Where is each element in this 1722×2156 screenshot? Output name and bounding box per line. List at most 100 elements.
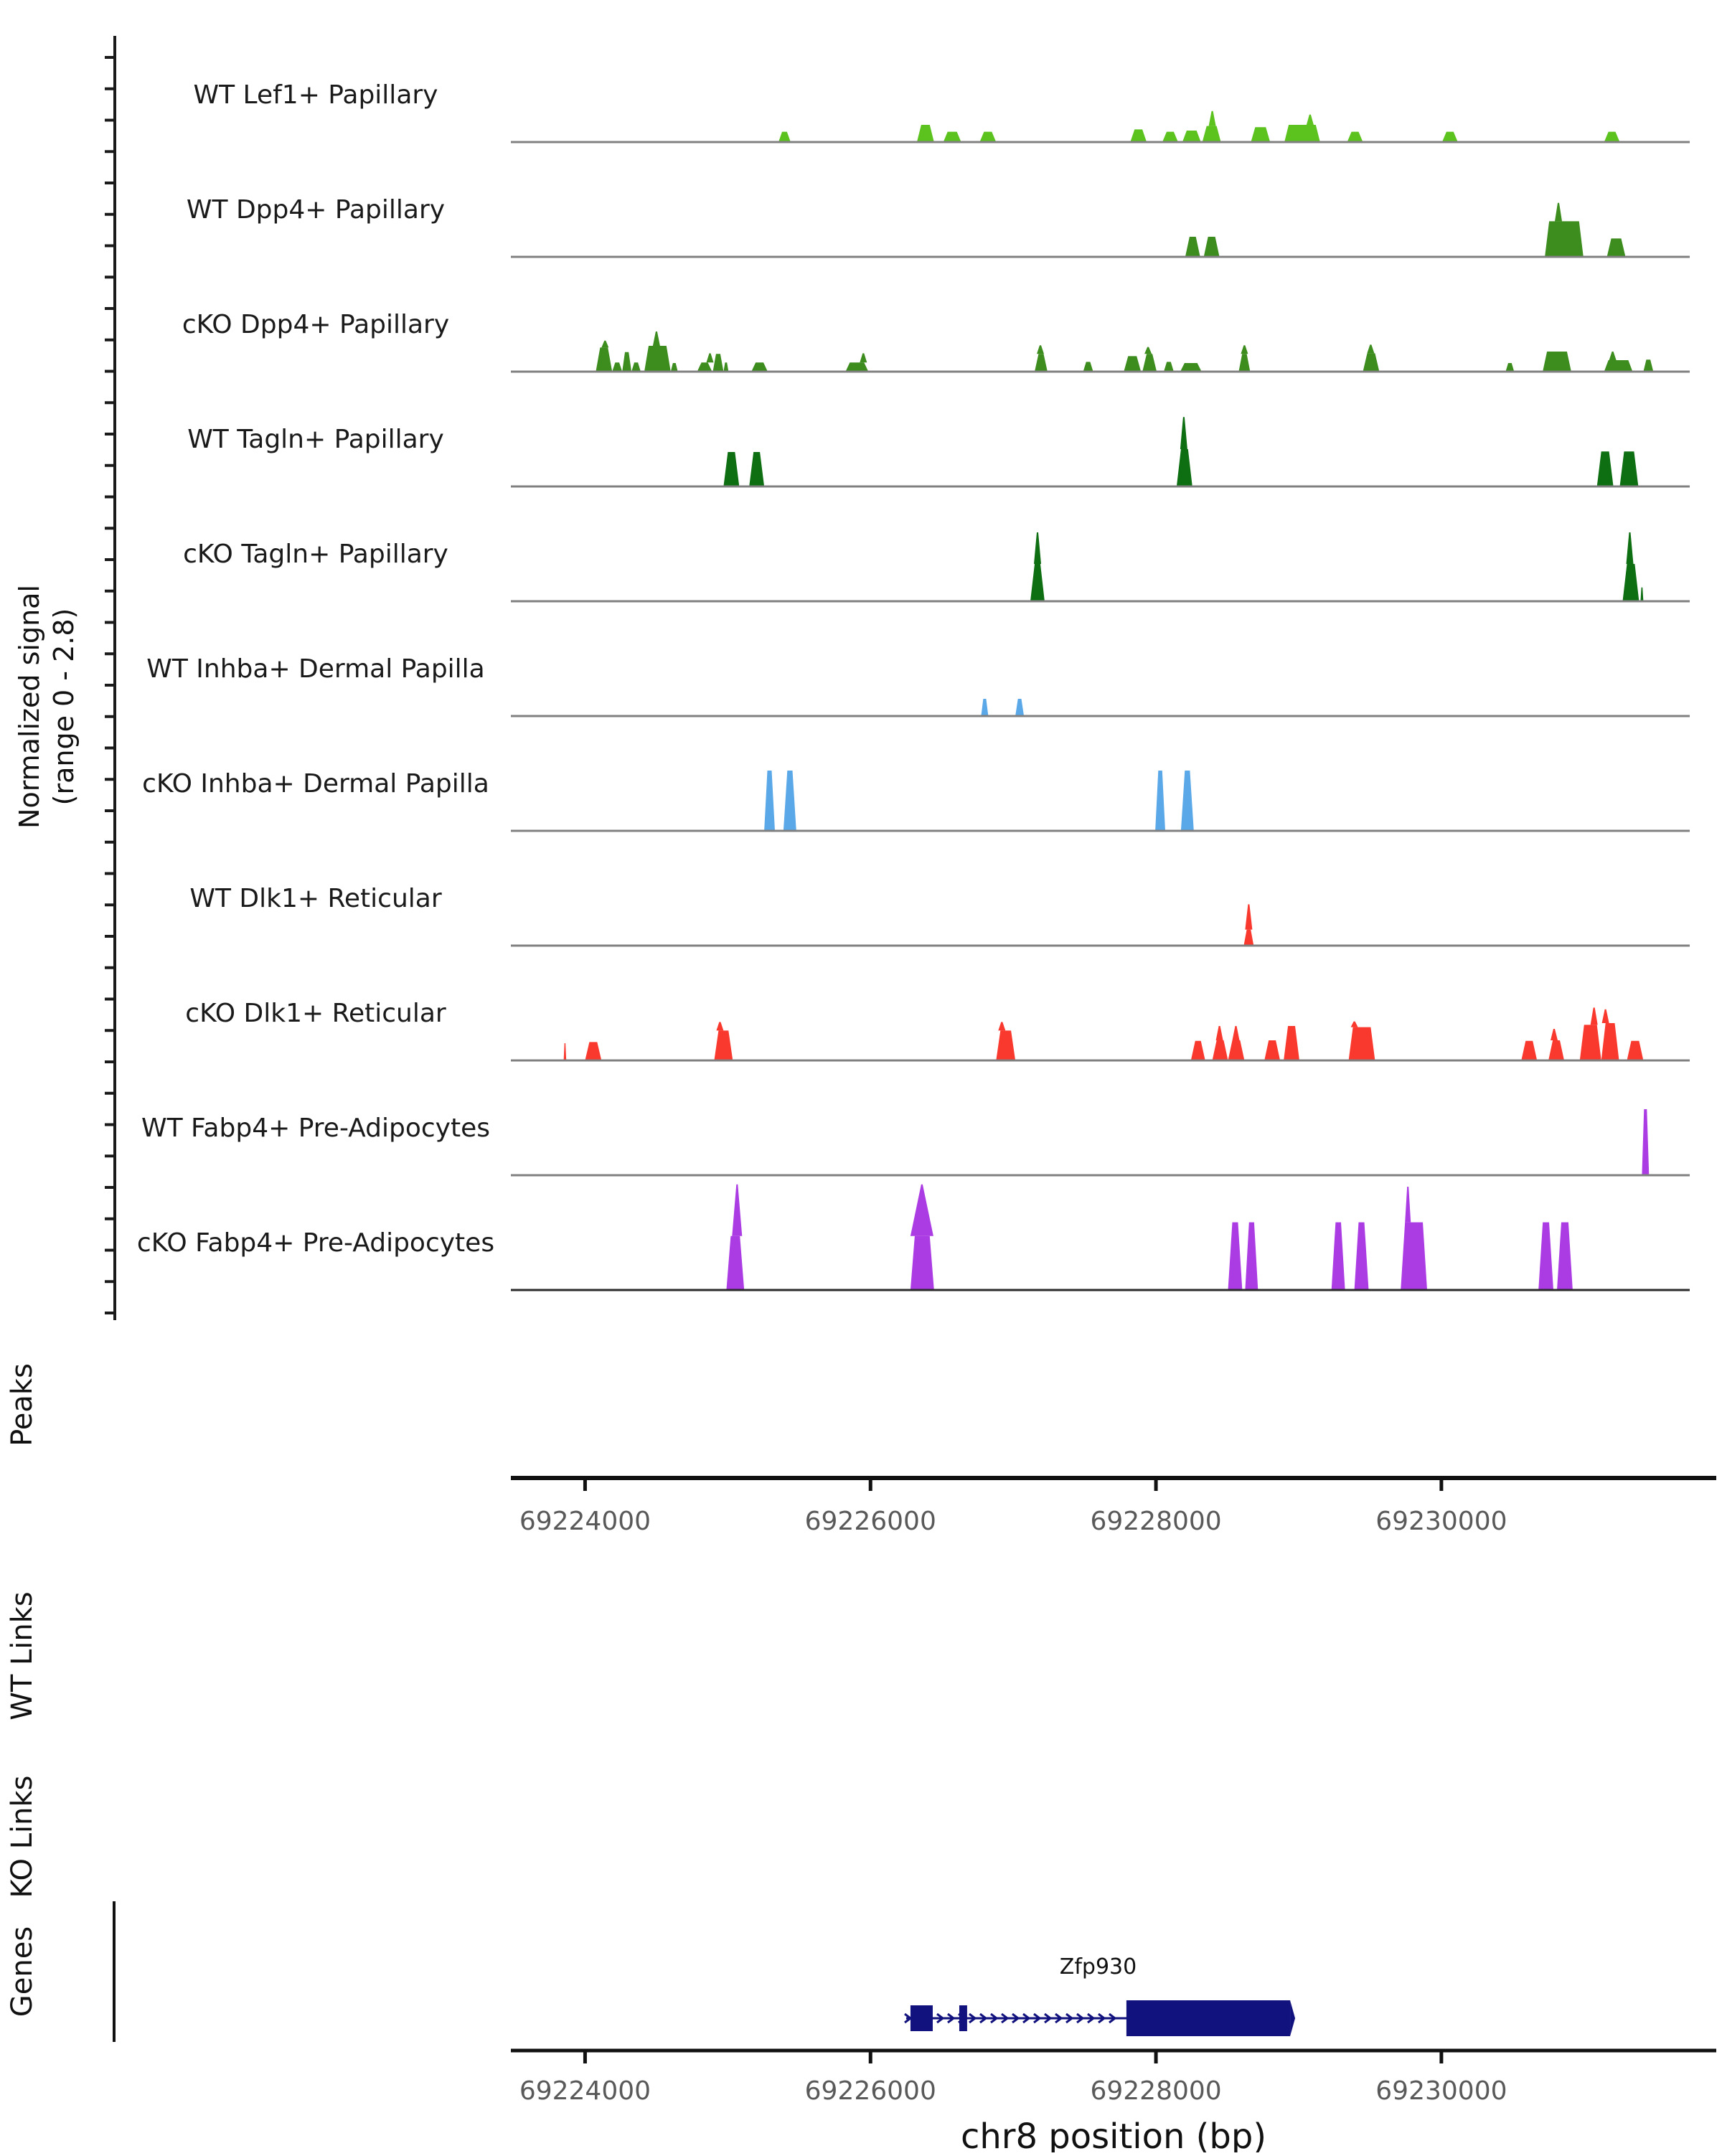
coverage-peak bbox=[1203, 237, 1220, 257]
coverage-peak bbox=[1180, 771, 1194, 831]
peaks-axis: 69224000 69226000 69228000 69230000 bbox=[511, 1476, 1716, 1536]
coverage-peak bbox=[1354, 1222, 1369, 1290]
y-axis-label-line1: Normalized signal bbox=[14, 585, 45, 829]
section-label-ko-links: KO Links bbox=[6, 1776, 39, 1898]
coverage-peak bbox=[1521, 1040, 1538, 1060]
strand-arrow-icon bbox=[1087, 2013, 1096, 2024]
coverage-peak bbox=[612, 362, 623, 372]
coverage-peak bbox=[1228, 1040, 1245, 1060]
coverage-peak bbox=[714, 1030, 733, 1060]
coverage-peak bbox=[1212, 1040, 1228, 1060]
coverage-peak bbox=[981, 699, 989, 716]
coverage-peak bbox=[1180, 363, 1202, 372]
coverage-peak bbox=[1130, 129, 1147, 142]
coverage-peak bbox=[1182, 131, 1201, 142]
coverage-peak-spike bbox=[1037, 345, 1044, 354]
coverage-peak-spike bbox=[860, 353, 867, 363]
strand-arrow-icon bbox=[1022, 2013, 1031, 2024]
coverage-peak bbox=[1548, 1040, 1564, 1060]
coverage-peak-spike bbox=[1405, 1187, 1411, 1223]
coverage-peak bbox=[596, 347, 613, 372]
x-axis-title: chr8 position (bp) bbox=[961, 2117, 1266, 2152]
coverage-peak bbox=[1124, 356, 1142, 372]
coverage-peak bbox=[1347, 131, 1363, 142]
signal-track: WT Lef1+ Papillary bbox=[194, 80, 1690, 143]
coverage-peak bbox=[1331, 1222, 1345, 1290]
coverage-peak-spike bbox=[1232, 1026, 1240, 1040]
coverage-peak bbox=[1190, 1040, 1205, 1060]
signal-y-axis: Normalized signal (range 0 - 2.8) bbox=[14, 36, 116, 1320]
strand-arrow-icon bbox=[1044, 2013, 1053, 2024]
coverage-peak bbox=[1622, 564, 1639, 601]
track-label: WT Lef1+ Papillary bbox=[194, 80, 438, 110]
strand-arrow-icon bbox=[1076, 2013, 1085, 2024]
strand-arrow-icon bbox=[1012, 2013, 1020, 2024]
x-axis-tick-label: 69228000 bbox=[1090, 1507, 1221, 1536]
strand-arrow-icon bbox=[1055, 2013, 1063, 2024]
signal-track: cKO Tagln+ Papillary bbox=[183, 532, 1690, 603]
coverage-peak-spike bbox=[1144, 347, 1152, 354]
strand-arrow-icon bbox=[1098, 2013, 1106, 2024]
x-axis-tick-label: 69230000 bbox=[1375, 1507, 1507, 1536]
signal-track: cKO Fabp4+ Pre-Adipocytes bbox=[137, 1184, 1690, 1291]
coverage-peak bbox=[1606, 238, 1626, 257]
coverage-peak-spike bbox=[601, 340, 609, 348]
coverage-peak-spike bbox=[1367, 344, 1375, 354]
coverage-peak-spike bbox=[1590, 1007, 1598, 1025]
coverage-peak-spike bbox=[1215, 1026, 1223, 1040]
gene-name-label: Zfp930 bbox=[1060, 1954, 1137, 1980]
track-label: WT Fabp4+ Pre-Adipocytes bbox=[141, 1114, 490, 1143]
gene-end-arrow-icon bbox=[1290, 2000, 1296, 2036]
coverage-peak-spike bbox=[732, 1184, 743, 1236]
coverage-peak bbox=[622, 352, 632, 372]
track-label: WT Tagln+ Papillary bbox=[187, 425, 444, 454]
coverage-peak bbox=[644, 346, 671, 372]
coverage-peak bbox=[1348, 1027, 1375, 1060]
signal-track: WT Dlk1+ Reticular bbox=[189, 884, 1690, 947]
coverage-peak bbox=[723, 452, 740, 486]
coverage-peak-spike bbox=[1245, 904, 1253, 930]
strand-arrow-icon bbox=[1109, 2013, 1117, 2024]
signal-track: WT Tagln+ Papillary bbox=[187, 417, 1690, 488]
coverage-peak bbox=[670, 363, 678, 372]
coverage-peak-spike bbox=[998, 1022, 1006, 1031]
gene-model: Zfp930 bbox=[904, 1954, 1296, 2036]
coverage-peak bbox=[778, 131, 791, 142]
coverage-peak bbox=[563, 1043, 567, 1060]
gene-exon-thin bbox=[959, 2005, 967, 2031]
signal-track: cKO Inhba+ Dermal Papilla bbox=[142, 769, 1690, 832]
coverage-peak-spike bbox=[1626, 532, 1634, 564]
coverage-peak bbox=[1284, 1026, 1299, 1060]
coverage-peak-spike bbox=[652, 331, 660, 346]
coverage-peak bbox=[916, 125, 934, 142]
coverage-peak bbox=[783, 771, 796, 831]
strand-arrow-icon bbox=[969, 2013, 977, 2024]
coverage-peak bbox=[749, 452, 765, 486]
y-axis-ticks bbox=[105, 56, 115, 1314]
coverage-peak bbox=[631, 362, 641, 372]
coverage-peak bbox=[1142, 354, 1157, 372]
track-label: cKO Dpp4+ Papillary bbox=[182, 310, 449, 339]
coverage-peak bbox=[1543, 352, 1571, 372]
coverage-peak bbox=[1155, 771, 1165, 831]
signal-track: WT Inhba+ Dermal Papilla bbox=[146, 654, 1690, 717]
x-axis-tick-label: 69228000 bbox=[1090, 2076, 1221, 2106]
signal-track: WT Dpp4+ Papillary bbox=[187, 195, 1690, 258]
coverage-peak bbox=[1579, 1025, 1601, 1060]
coverage-peak-spike bbox=[716, 1022, 724, 1031]
coverage-peak bbox=[1185, 237, 1200, 257]
x-axis-tick-label: 69224000 bbox=[519, 1507, 651, 1536]
coverage-peak bbox=[1619, 451, 1639, 486]
section-label-wt-links: WT Links bbox=[6, 1591, 39, 1720]
signal-track: cKO Dpp4+ Papillary bbox=[182, 310, 1690, 373]
coverage-peak bbox=[910, 1235, 934, 1290]
coverage-peak bbox=[1505, 363, 1515, 372]
strand-arrow-icon bbox=[947, 2013, 956, 2024]
coverage-peak bbox=[1162, 131, 1178, 142]
coverage-peak-spike bbox=[1208, 110, 1216, 126]
gene-exon-thick bbox=[1126, 2000, 1291, 2036]
coverage-peak bbox=[845, 362, 869, 372]
coverage-peak bbox=[1557, 1222, 1573, 1290]
